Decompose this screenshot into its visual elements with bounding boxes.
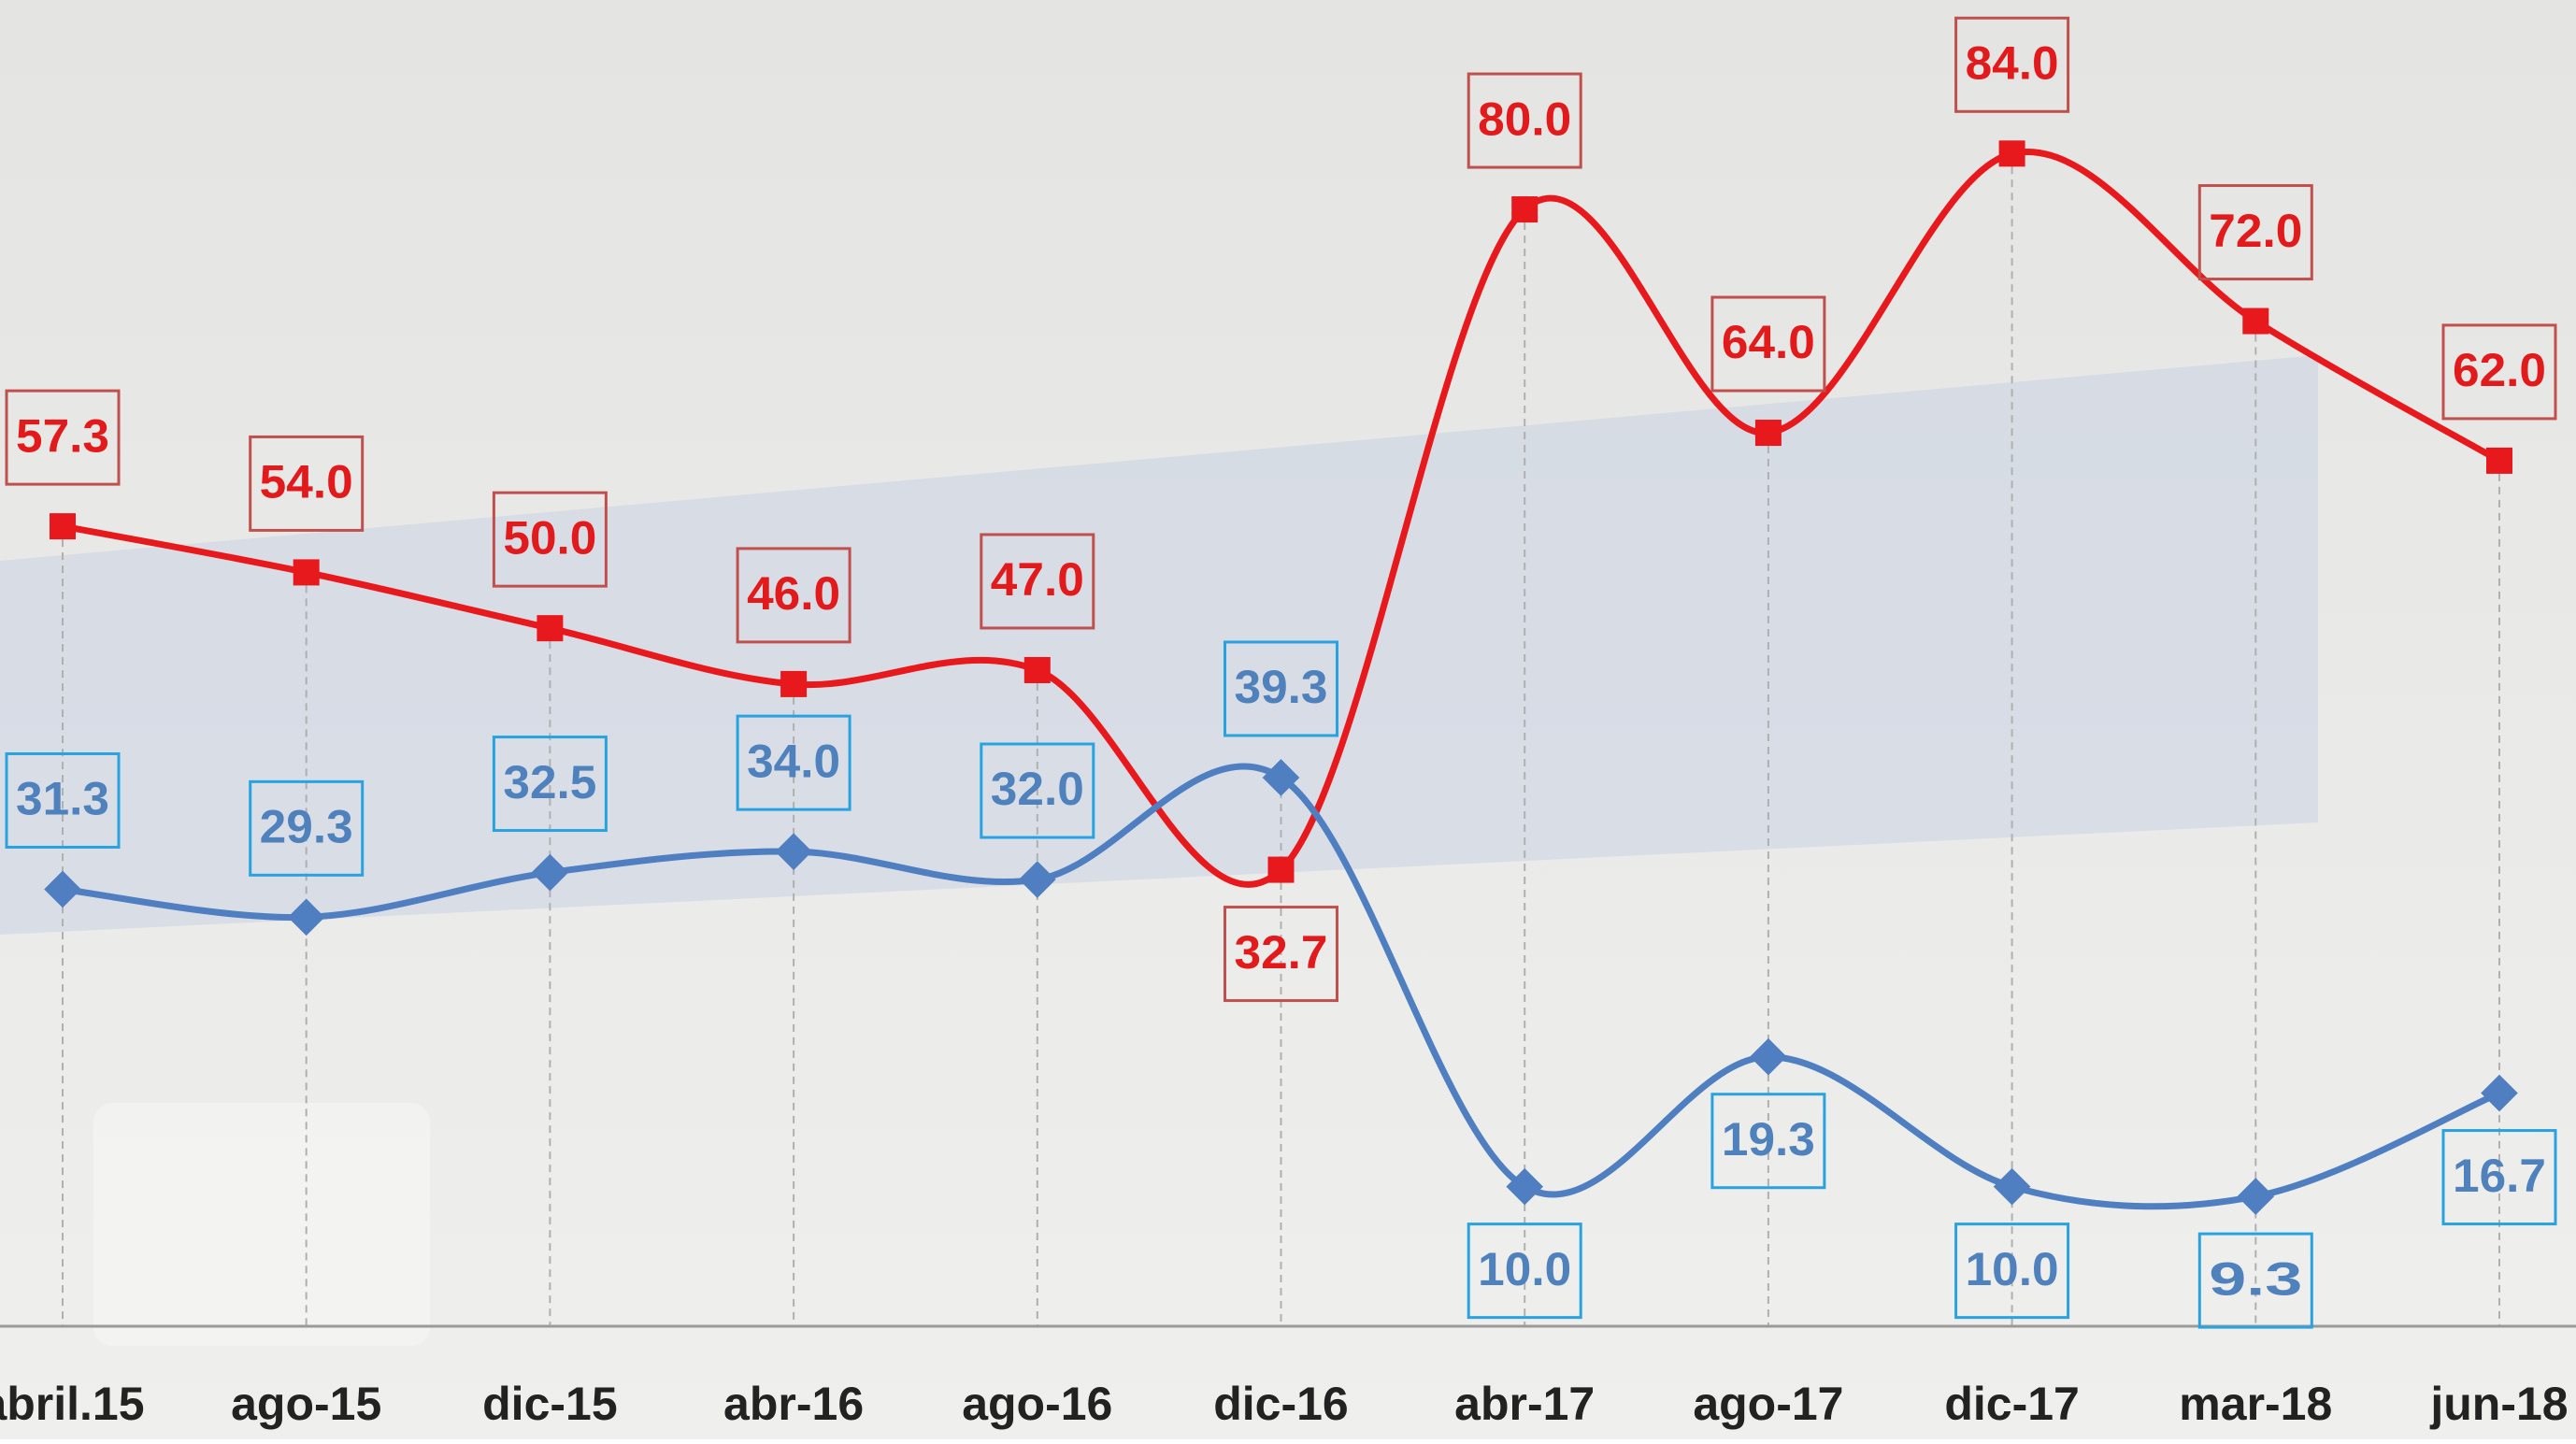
data-label: 34.0	[747, 735, 840, 787]
marker	[2486, 448, 2512, 474]
x-tick-label: abril.15	[0, 1378, 145, 1430]
data-label: 32.0	[991, 763, 1084, 815]
marker	[1024, 657, 1051, 683]
data-label: 9.3	[2209, 1252, 2302, 1305]
data-label: 62.0	[2453, 344, 2546, 396]
data-label: 46.0	[747, 567, 840, 620]
data-label: 72.0	[2209, 205, 2302, 257]
data-label: 10.0	[1966, 1243, 2059, 1295]
x-tick-label: ago-16	[962, 1378, 1112, 1430]
data-label: 10.0	[1478, 1243, 1571, 1295]
data-label: 32.5	[503, 756, 596, 808]
data-label: 84.0	[1966, 37, 2059, 90]
data-label: 16.7	[2453, 1150, 2546, 1202]
data-label: 39.3	[1235, 661, 1328, 713]
data-label: 31.3	[16, 773, 109, 825]
x-tick-label: mar-18	[2179, 1378, 2332, 1430]
marker	[50, 513, 76, 539]
marker	[1999, 140, 2025, 166]
data-label: 19.3	[1722, 1113, 1815, 1165]
x-tick-label: dic-16	[1213, 1378, 1349, 1430]
marker	[537, 615, 563, 641]
x-tick-label: abr-17	[1454, 1378, 1595, 1430]
data-label: 32.7	[1235, 926, 1328, 979]
data-label: 47.0	[991, 553, 1084, 606]
x-tick-label: abr-16	[723, 1378, 864, 1430]
marker	[1511, 196, 1538, 222]
x-tick-label: dic-15	[482, 1378, 618, 1430]
data-label: 57.3	[16, 409, 109, 462]
x-tick-label: ago-15	[231, 1378, 381, 1430]
x-tick-label: ago-17	[1693, 1378, 1843, 1430]
marker	[1268, 857, 1295, 883]
marker	[2242, 308, 2268, 335]
marker	[1755, 420, 1782, 446]
data-label: 50.0	[503, 511, 596, 564]
data-label: 29.3	[260, 801, 353, 853]
x-tick-label: jun-18	[2429, 1378, 2568, 1430]
data-label: 64.0	[1722, 316, 1815, 368]
data-label: 80.0	[1478, 93, 1571, 145]
page: abril.15 ago-15 dic-15 abr-16 ago-16 dic-16 ab…	[0, 0, 2576, 1439]
marker	[293, 559, 320, 585]
chart: abril.15 ago-15 dic-15 abr-16 ago-16 dic-16 ab…	[0, 0, 2576, 1439]
x-tick-label: dic-17	[1944, 1378, 2080, 1430]
marker	[780, 671, 807, 697]
data-label: 54.0	[260, 456, 353, 508]
logo-backdrop	[93, 1103, 430, 1346]
